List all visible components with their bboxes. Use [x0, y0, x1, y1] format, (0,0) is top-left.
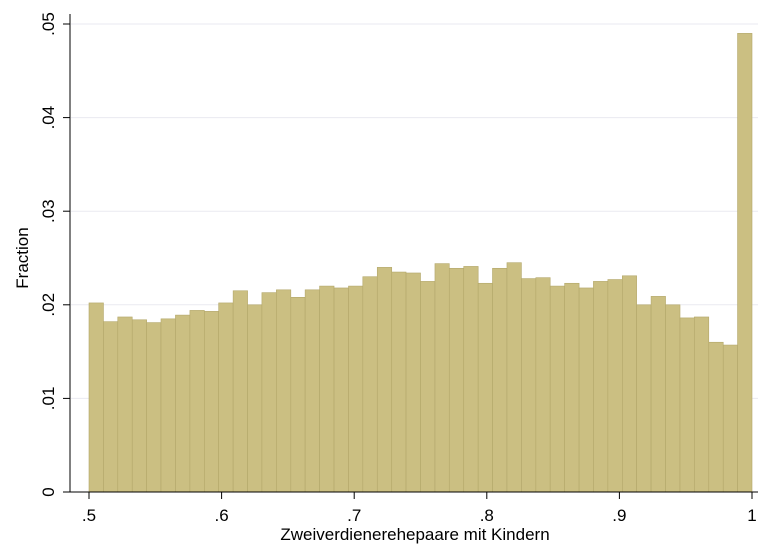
- x-tick-label: .6: [215, 506, 229, 525]
- bar: [549, 285, 565, 493]
- bar: [636, 304, 652, 493]
- bar: [391, 271, 407, 493]
- bar: [204, 311, 219, 493]
- bar: [521, 278, 537, 493]
- y-tick-label: .05: [39, 12, 58, 36]
- bar: [146, 322, 162, 493]
- x-tick-label: .8: [480, 506, 494, 525]
- bar: [737, 33, 753, 493]
- y-tick-label: .03: [39, 199, 58, 223]
- bar: [175, 314, 191, 493]
- x-axis-label: Zweiverdienerehepaare mit Kindern: [280, 525, 549, 544]
- bar: [232, 290, 248, 493]
- bar: [448, 267, 465, 493]
- bar: [564, 282, 580, 493]
- y-tick-label: 0: [39, 487, 58, 496]
- bar: [290, 297, 306, 493]
- y-axis-label: Fraction: [13, 227, 32, 288]
- y-tick-label: .04: [39, 106, 58, 130]
- bar: [622, 275, 637, 493]
- x-tick-label: .9: [612, 506, 626, 525]
- x-tick-label: .7: [347, 506, 361, 525]
- bar: [376, 267, 393, 493]
- bar: [348, 285, 364, 493]
- bar: [679, 317, 695, 493]
- bar: [708, 341, 724, 493]
- bar: [276, 289, 292, 493]
- bar: [189, 310, 205, 493]
- bar: [103, 321, 119, 493]
- bar: [722, 344, 738, 493]
- bar: [506, 262, 522, 493]
- bar: [319, 285, 335, 493]
- bar: [463, 266, 479, 493]
- bar: [160, 318, 176, 493]
- x-tick-label: .5: [82, 506, 96, 525]
- bar: [650, 296, 666, 493]
- y-tick-label: .02: [39, 293, 58, 317]
- bar: [535, 277, 551, 493]
- bar: [362, 276, 378, 493]
- y-tick-label: .01: [39, 387, 58, 411]
- bar: [88, 302, 104, 493]
- bar: [218, 302, 234, 493]
- bar: [333, 287, 349, 493]
- bar: [665, 304, 681, 493]
- bar: [477, 282, 493, 493]
- bar: [131, 319, 147, 493]
- bar: [247, 304, 263, 493]
- bar: [434, 263, 450, 493]
- bar: [405, 272, 421, 493]
- bar: [261, 292, 277, 493]
- bar: [492, 267, 508, 493]
- bar: [694, 316, 710, 493]
- bar: [578, 287, 594, 493]
- x-tick-label: 1: [747, 506, 756, 525]
- bar: [593, 281, 609, 493]
- bar: [420, 281, 436, 493]
- bar: [607, 279, 623, 493]
- bar: [117, 316, 133, 493]
- bar: [304, 289, 320, 493]
